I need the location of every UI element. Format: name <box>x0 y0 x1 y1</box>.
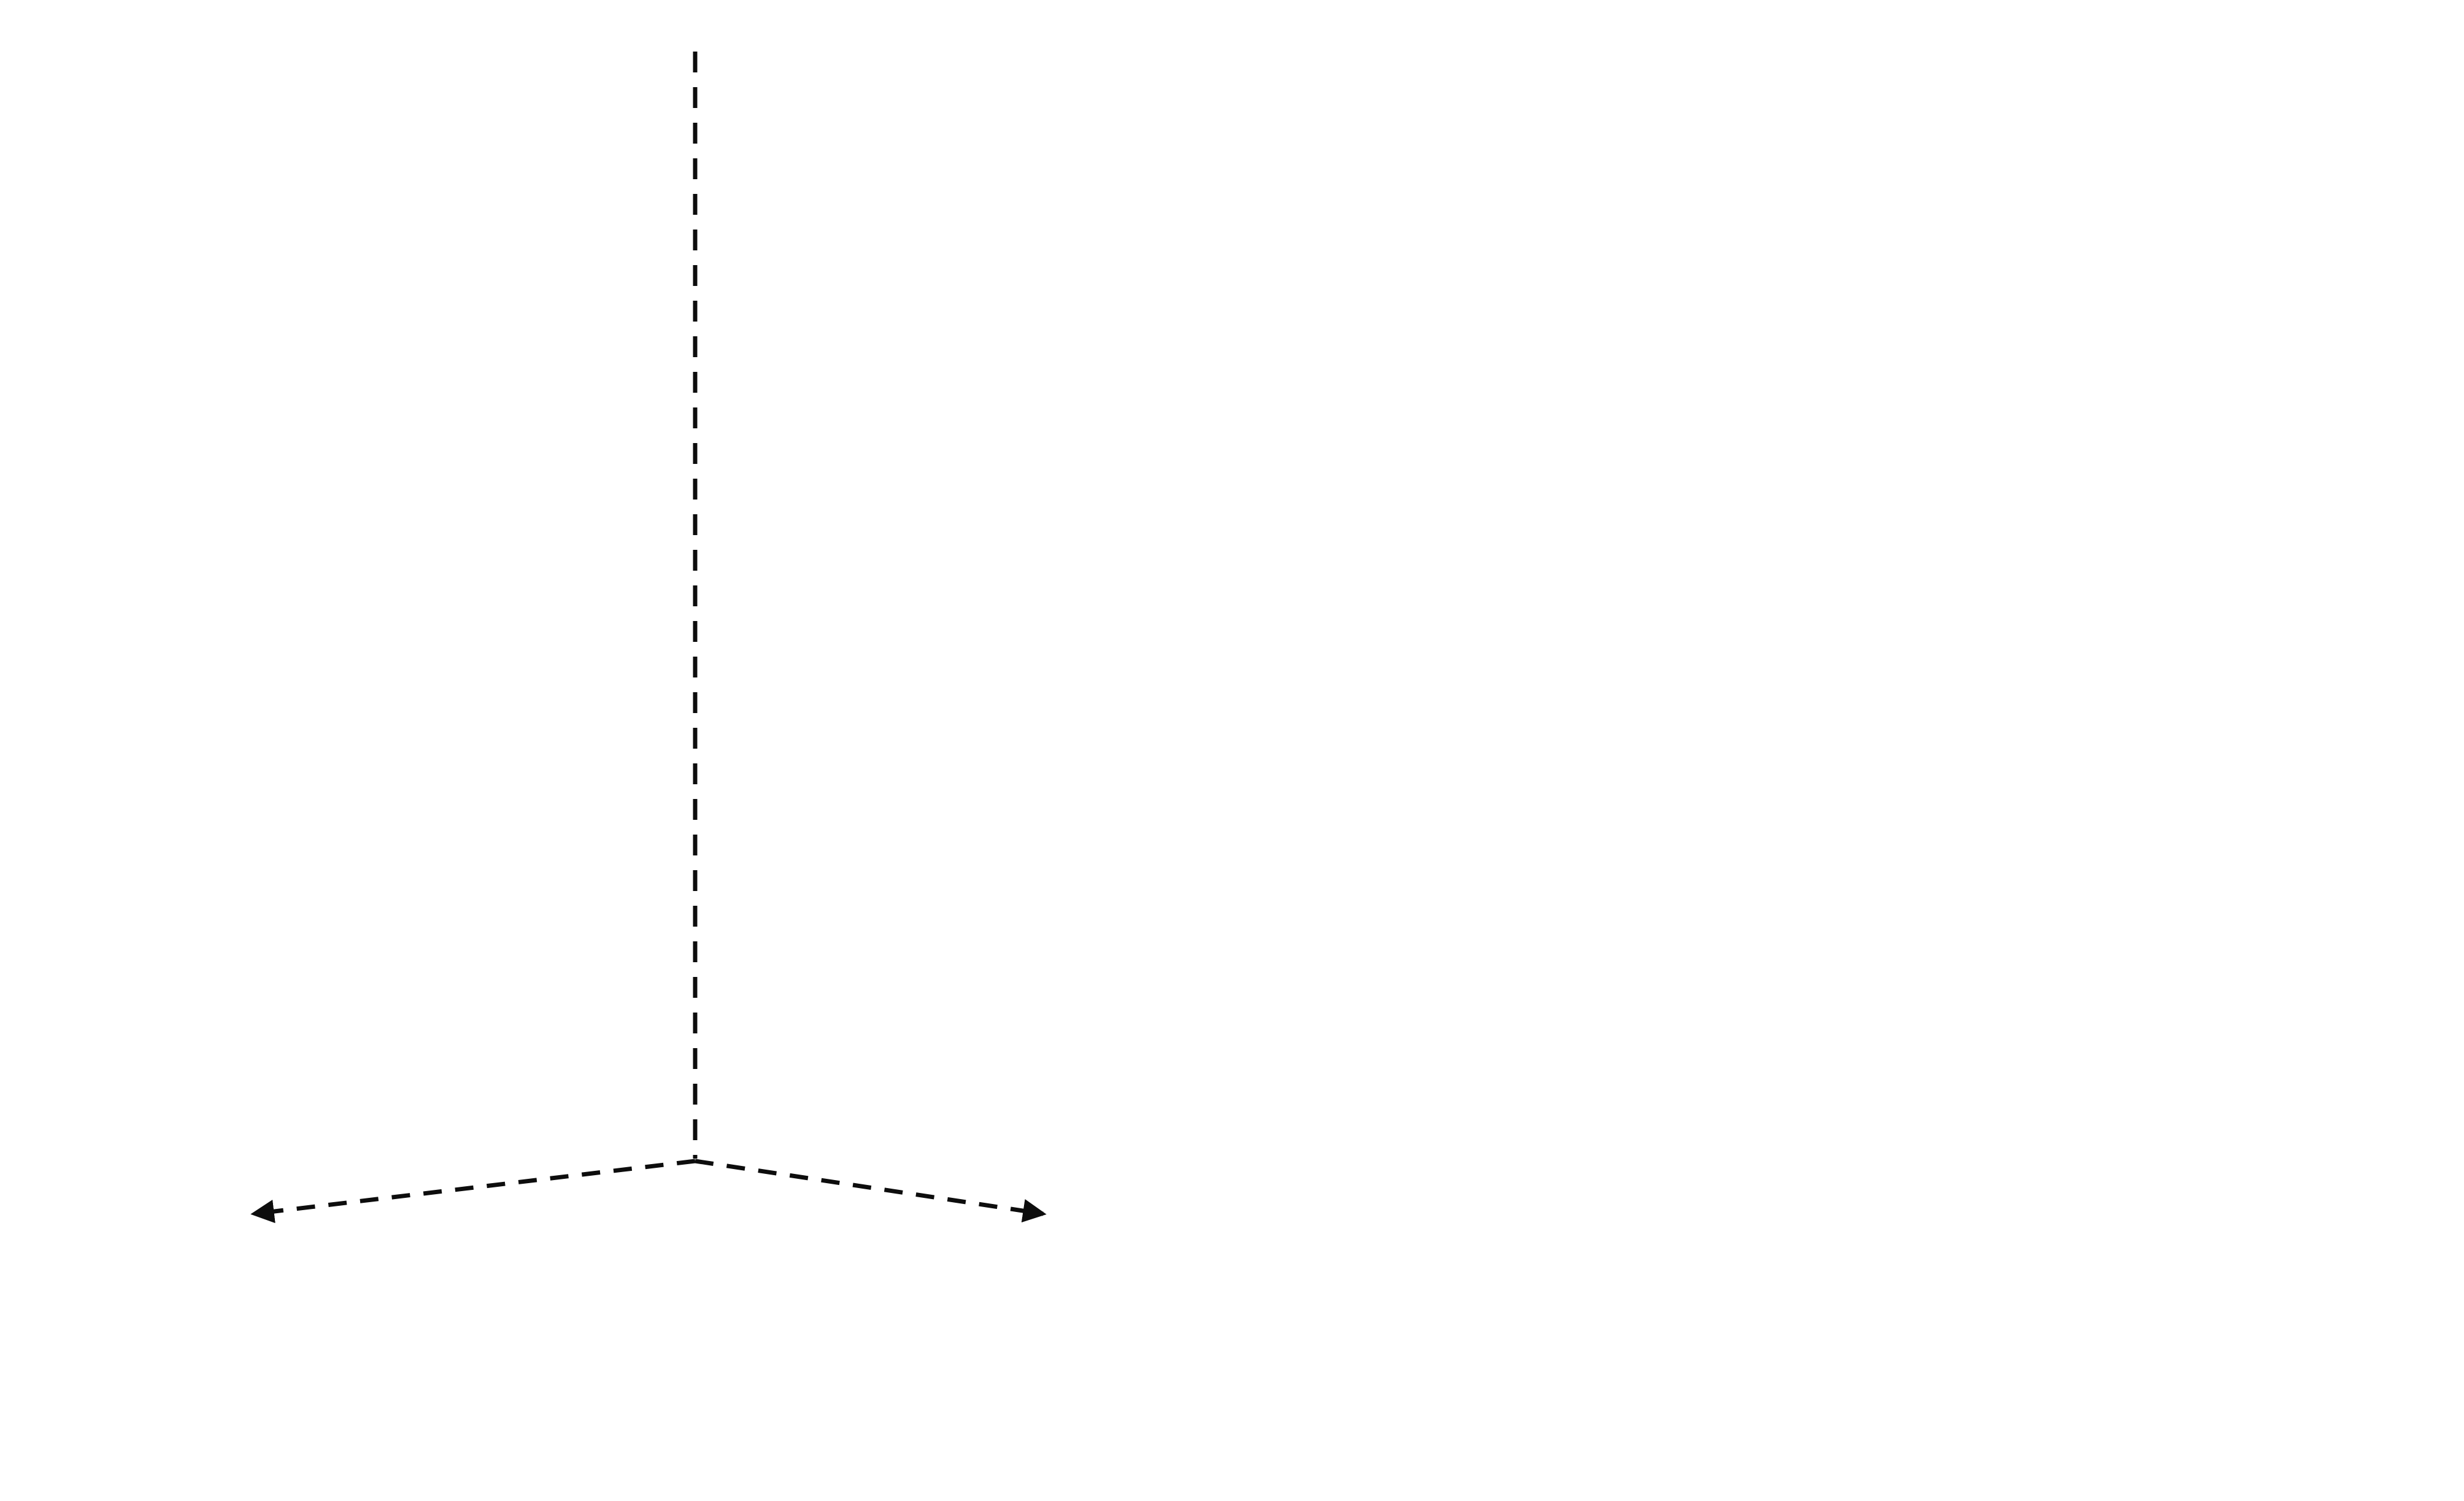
zoom-lens-line-left <box>250 1159 696 1224</box>
zoom-lens-line-right <box>695 1159 1047 1223</box>
